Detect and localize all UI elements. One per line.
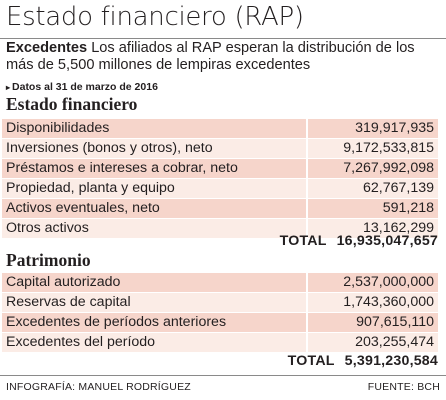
table-row: Capital autorizado 2,537,000,000 xyxy=(2,273,438,292)
table-row: Préstamos e intereses a cobrar, neto 7,2… xyxy=(2,159,438,178)
row-value: 1,743,360,000 xyxy=(308,293,438,312)
table-row: Inversiones (bonos y otros), neto 9,172,… xyxy=(2,139,438,158)
row-label: Préstamos e intereses a cobrar, neto xyxy=(2,159,306,178)
row-value: 13,162,299 xyxy=(308,219,438,238)
row-label: Excedentes del período xyxy=(2,333,306,352)
total-label: TOTAL xyxy=(279,233,327,249)
section-title-estado: Estado financiero xyxy=(6,94,138,114)
top-divider xyxy=(0,38,446,39)
table-row: Activos eventuales, neto 591,218 xyxy=(2,199,438,218)
row-label: Propiedad, planta y equipo xyxy=(2,179,306,198)
patrimonio-table: Capital autorizado 2,537,000,000 Reserva… xyxy=(2,273,438,353)
row-value: 319,917,935 xyxy=(308,119,438,138)
row-label: Capital autorizado xyxy=(2,273,306,292)
table-row: Excedentes de períodos anteriores 907,61… xyxy=(2,313,438,332)
row-value: 591,218 xyxy=(308,199,438,218)
total-label: TOTAL xyxy=(287,353,335,369)
intro-keyword: Excedentes xyxy=(6,40,88,56)
table-row: Disponibilidades 319,917,935 xyxy=(2,119,438,138)
estado-table: Disponibilidades 319,917,935 Inversiones… xyxy=(2,119,438,239)
row-label: Disponibilidades xyxy=(2,119,306,138)
total-value: 5,391,230,584 xyxy=(344,353,438,369)
table-row: Otros activos 13,162,299 xyxy=(2,219,438,238)
row-value: 7,267,992,098 xyxy=(308,159,438,178)
row-label: Inversiones (bonos y otros), neto xyxy=(2,139,306,158)
infographic-credit: INFOGRAFÍA: MANUEL RODRÍGUEZ xyxy=(6,381,191,393)
row-label: Otros activos xyxy=(2,219,306,238)
section-title-patrimonio: Patrimonio xyxy=(6,250,91,270)
date-note-text: Datos al 31 de marzo de 2016 xyxy=(12,81,158,93)
table-row: Propiedad, planta y equipo 62,767,139 xyxy=(2,179,438,198)
patrimonio-total: TOTAL 5,391,230,584 xyxy=(288,353,438,369)
row-value: 907,615,110 xyxy=(308,313,438,332)
row-value: 2,537,000,000 xyxy=(308,273,438,292)
total-value: 16,935,047,657 xyxy=(336,233,438,249)
row-label: Reservas de capital xyxy=(2,293,306,312)
row-value: 203,255,474 xyxy=(308,333,438,352)
row-label: Excedentes de períodos anteriores xyxy=(2,313,306,332)
source-note: FUENTE: BCH xyxy=(367,381,440,393)
table-row: Excedentes del período 203,255,474 xyxy=(2,333,438,352)
row-value: 9,172,533,815 xyxy=(308,139,438,158)
intro-text: Los afiliados al RAP esperan la distribu… xyxy=(6,40,415,73)
page-title: Estado financiero (RAP) xyxy=(6,2,304,32)
triangle-bullet-icon: ▸ xyxy=(6,83,11,92)
bottom-divider xyxy=(0,375,446,376)
row-value: 62,767,139 xyxy=(308,179,438,198)
row-label: Activos eventuales, neto xyxy=(2,199,306,218)
table-row: Reservas de capital 1,743,360,000 xyxy=(2,293,438,312)
estado-total: TOTAL 16,935,047,657 xyxy=(280,233,438,249)
date-note: ▸ Datos al 31 de marzo de 2016 xyxy=(6,81,158,93)
intro-paragraph: Excedentes Los afiliados al RAP esperan … xyxy=(6,40,442,74)
